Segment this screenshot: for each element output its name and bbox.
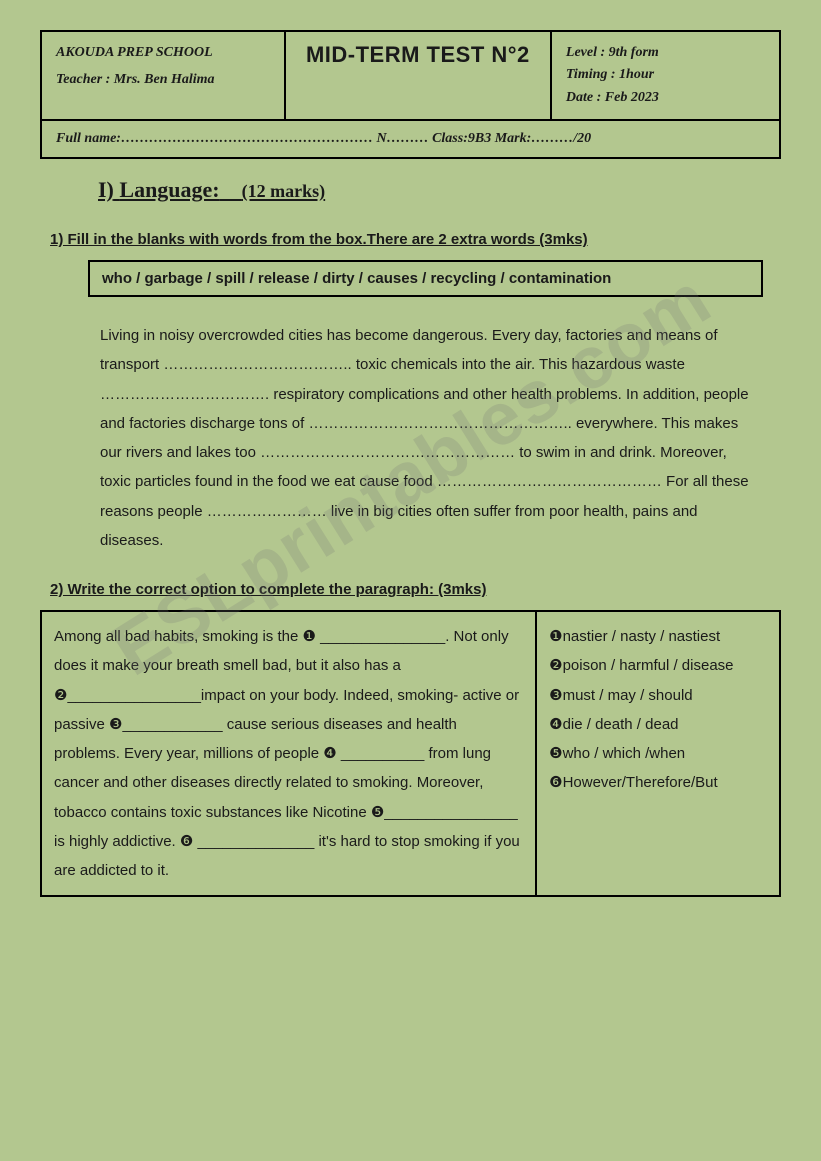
q2-instruction: 2) Write the correct option to complete … xyxy=(50,581,781,598)
q2-option-5: ❺who / which /when xyxy=(549,739,767,768)
q2-option-6: ❻However/Therefore/But xyxy=(549,768,767,797)
section-number: I) xyxy=(98,177,114,202)
worksheet-page: ESLprintables.com AKOUDA PREP SCHOOL Tea… xyxy=(0,0,821,947)
test-title: MID-TERM TEST N°2 xyxy=(300,42,536,68)
student-info-row: Full name:……………………………………………… N……… Class:… xyxy=(41,120,780,158)
q2-option-3: ❸must / may / should xyxy=(549,681,767,710)
section-marks: (12 marks) xyxy=(242,181,326,201)
school-name: AKOUDA PREP SCHOOL xyxy=(56,42,270,63)
header-right-cell: Level : 9th form Timing : 1hour Date : F… xyxy=(551,31,780,120)
section-label: Language: xyxy=(119,177,219,202)
q2-paragraph-cell: Among all bad habits, smoking is the ❶ _… xyxy=(41,611,536,896)
date-text: Date : Feb 2023 xyxy=(566,87,765,109)
student-info-text: Full name:……………………………………………… N……… Class:… xyxy=(56,131,591,146)
level-text: Level : 9th form xyxy=(566,42,765,64)
word-bank-box: who / garbage / spill / release / dirty … xyxy=(88,260,763,297)
header-title-cell: MID-TERM TEST N°2 xyxy=(285,31,551,120)
q2-option-1: ❶nastier / nasty / nastiest xyxy=(549,622,767,651)
header-table: AKOUDA PREP SCHOOL Teacher : Mrs. Ben Ha… xyxy=(40,30,781,159)
q2-option-4: ❹die / death / dead xyxy=(549,710,767,739)
q2-option-2: ❷poison / harmful / disease xyxy=(549,651,767,680)
q2-table: Among all bad habits, smoking is the ❶ _… xyxy=(40,610,781,897)
q2-options-cell: ❶nastier / nasty / nastiest ❷poison / ha… xyxy=(536,611,780,896)
teacher-name: Teacher : Mrs. Ben Halima xyxy=(56,69,270,90)
q2-container: Among all bad habits, smoking is the ❶ _… xyxy=(40,610,781,897)
q1-passage: Living in noisy overcrowded cities has b… xyxy=(100,321,761,555)
section-heading: I) Language: (12 marks) xyxy=(98,177,781,203)
timing-text: Timing : 1hour xyxy=(566,64,765,86)
q1-instruction: 1) Fill in the blanks with words from th… xyxy=(50,231,781,248)
header-left-cell: AKOUDA PREP SCHOOL Teacher : Mrs. Ben Ha… xyxy=(41,31,285,120)
